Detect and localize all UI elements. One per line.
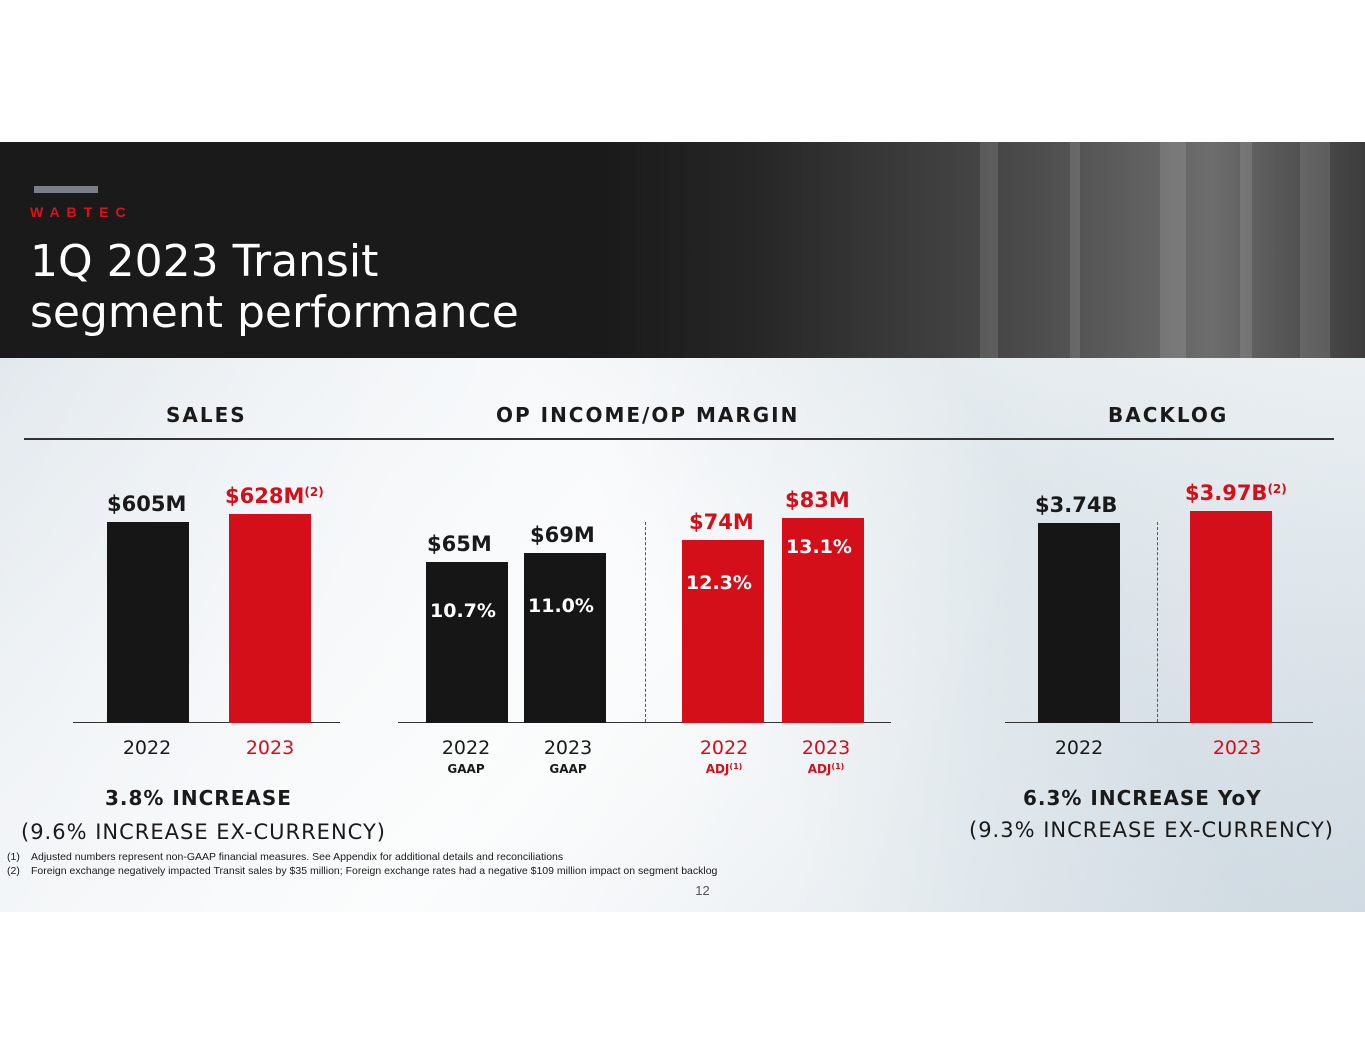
page-number: 12 (695, 883, 710, 898)
sales-category-2022: 2022 (122, 737, 172, 759)
gaap-adj-divider (645, 522, 646, 722)
footnote-2: (2) Foreign exchange negatively impacted … (7, 865, 718, 877)
sales-increase: 3.8% INCREASE (105, 786, 292, 810)
op-value-2022-gaap: $65M (427, 532, 492, 557)
backlog-divider (1157, 522, 1158, 722)
sales-axis (73, 722, 340, 723)
footnote-1: (1) Adjusted numbers represent non-GAAP f… (7, 851, 564, 863)
sales-increase-ex-currency: (9.6% INCREASE EX-CURRENCY) (21, 820, 386, 844)
sales-value-2022: $605M (107, 491, 187, 516)
footnote-ref: (2) (1267, 481, 1287, 496)
page-title: 1Q 2023 Transit segment performance (30, 236, 519, 338)
op-value-2023-adj: $83M (785, 487, 850, 512)
op-sublabel-gaap: GAAP (447, 762, 485, 776)
op-category-2022-adj: 2022 (699, 737, 749, 759)
op-sublabel-gaap: GAAP (549, 762, 587, 776)
backlog-bar-2023 (1190, 510, 1272, 723)
op-value-2023-gaap: $69M (530, 522, 595, 547)
header-banner (0, 142, 1365, 358)
backlog-increase: 6.3% INCREASE YoY (1023, 786, 1262, 810)
op-bar-2023-gaap (524, 552, 606, 723)
backlog-category-2022: 2022 (1054, 737, 1104, 759)
op-income-axis (398, 722, 891, 723)
op-margin-2022-gaap: 10.7% (430, 600, 496, 623)
title-line-2: segment performance (30, 287, 519, 338)
backlog-increase-ex-currency: (9.3% INCREASE EX-CURRENCY) (969, 818, 1334, 842)
op-sublabel-adj: ADJ(1) (807, 762, 845, 776)
op-value-2022-adj: $74M (689, 510, 754, 535)
sales-bar-2022 (107, 521, 189, 723)
footnote-ref: (1) (729, 762, 743, 771)
op-category-2023-adj: 2023 (801, 737, 851, 759)
op-category-2022-gaap: 2022 (441, 737, 491, 759)
wabtec-logo: WABTEC (30, 204, 133, 220)
backlog-value-2022: $3.74B (1035, 492, 1118, 517)
footnote-ref: (2) (304, 485, 324, 500)
footnote-ref: (1) (831, 762, 845, 771)
op-sublabel-adj: ADJ(1) (705, 762, 743, 776)
op-bar-2022-adj (682, 540, 764, 723)
header-photo (600, 142, 1365, 358)
op-category-2023-gaap: 2023 (543, 737, 593, 759)
section-title-op-income: OP INCOME/OP MARGIN (496, 403, 800, 427)
op-margin-2023-adj: 13.1% (786, 535, 852, 558)
backlog-category-2023: 2023 (1212, 737, 1262, 759)
section-divider-rule (24, 438, 1334, 440)
section-title-sales: SALES (166, 403, 247, 427)
sales-value-2023: $628M(2) (225, 484, 324, 509)
title-line-1: 1Q 2023 Transit (30, 236, 379, 287)
op-bar-2023-adj (782, 517, 864, 723)
op-margin-2023-gaap: 11.0% (528, 594, 594, 617)
logo-accent-bar (34, 186, 98, 193)
sales-category-2023: 2023 (245, 737, 295, 759)
op-bar-2022-gaap (426, 562, 508, 723)
section-title-backlog: BACKLOG (1108, 403, 1229, 427)
sales-bar-2023 (229, 514, 311, 723)
backlog-bar-2022 (1038, 522, 1120, 723)
backlog-value-2023: $3.97B(2) (1185, 480, 1287, 505)
backlog-axis (1005, 722, 1313, 723)
op-margin-2022-adj: 12.3% (686, 572, 752, 595)
